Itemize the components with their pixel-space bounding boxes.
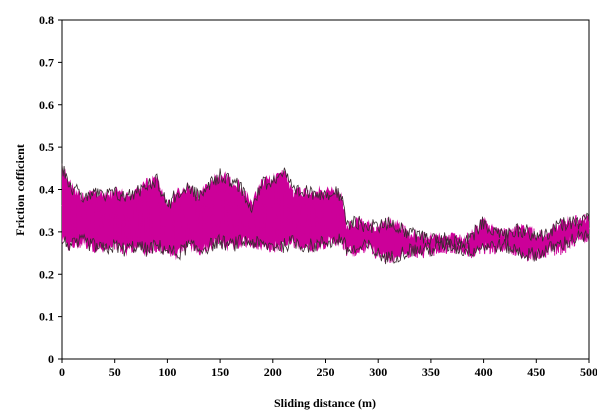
x-tick-label-7: 350 [422,365,440,379]
y-tick-label-0: 0 [48,352,54,366]
y-tick-label-2: 0.2 [39,267,54,281]
x-tick-label-0: 0 [59,365,65,379]
series-upper-edge [61,163,590,249]
x-tick-label-4: 200 [264,365,282,379]
y-tick-label-5: 0.5 [39,140,54,154]
x-tick-label-8: 400 [475,365,493,379]
x-tick-label-2: 100 [158,365,176,379]
y-tick-label-3: 0.3 [39,225,54,239]
y-tick-label-4: 0.4 [39,183,54,197]
x-tick-label-9: 450 [527,365,545,379]
y-tick-label-1: 0.1 [39,310,54,324]
x-tick-label-6: 300 [369,365,387,379]
series-layer [61,163,590,265]
y-tick-label-6: 0.6 [39,98,54,112]
x-tick-label-1: 50 [109,365,121,379]
x-tick-label-3: 150 [211,365,229,379]
y-tick-label-7: 0.7 [39,55,54,69]
y-axis-title: Friction cofficient [13,144,27,236]
x-tick-label-10: 500 [580,365,597,379]
x-tick-label-5: 250 [317,365,335,379]
x-axis: 0 50 100 150 200 250 300 350 400 450 500 [59,359,597,379]
series-lower-edge [61,229,590,265]
x-axis-title: Sliding distance (m) [274,396,376,410]
y-tick-label-8: 0.8 [39,13,54,27]
y-axis: 0 0.1 0.2 0.3 0.4 0.5 0.6 0.7 0.8 [39,13,62,366]
